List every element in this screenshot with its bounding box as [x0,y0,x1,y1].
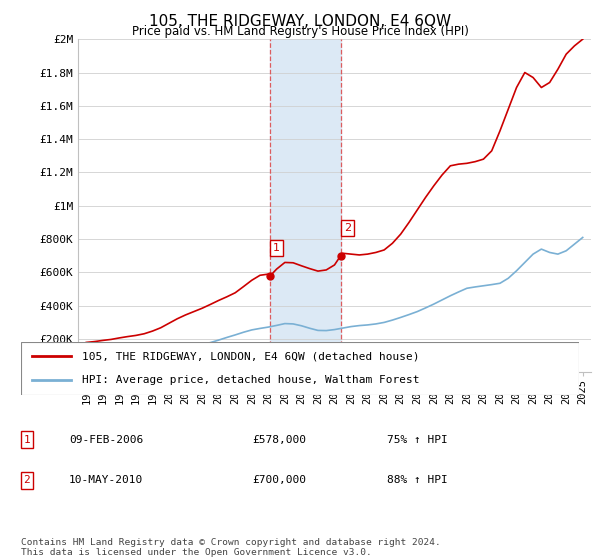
Text: 2: 2 [344,223,351,233]
Text: 1: 1 [23,435,31,445]
Text: 1: 1 [273,243,280,253]
Text: HPI: Average price, detached house, Waltham Forest: HPI: Average price, detached house, Walt… [82,375,420,385]
Text: 105, THE RIDGEWAY, LONDON, E4 6QW: 105, THE RIDGEWAY, LONDON, E4 6QW [149,14,451,29]
Text: 105, THE RIDGEWAY, LONDON, E4 6QW (detached house): 105, THE RIDGEWAY, LONDON, E4 6QW (detac… [82,352,420,362]
Text: £700,000: £700,000 [252,475,306,486]
Text: Contains HM Land Registry data © Crown copyright and database right 2024.
This d: Contains HM Land Registry data © Crown c… [21,538,441,557]
Text: 09-FEB-2006: 09-FEB-2006 [69,435,143,445]
Text: £578,000: £578,000 [252,435,306,445]
Text: 88% ↑ HPI: 88% ↑ HPI [387,475,448,486]
Text: 75% ↑ HPI: 75% ↑ HPI [387,435,448,445]
Text: 2: 2 [23,475,31,486]
Bar [270,39,341,372]
FancyBboxPatch shape [21,342,579,395]
Text: Price paid vs. HM Land Registry's House Price Index (HPI): Price paid vs. HM Land Registry's House … [131,25,469,38]
Text: 10-MAY-2010: 10-MAY-2010 [69,475,143,486]
